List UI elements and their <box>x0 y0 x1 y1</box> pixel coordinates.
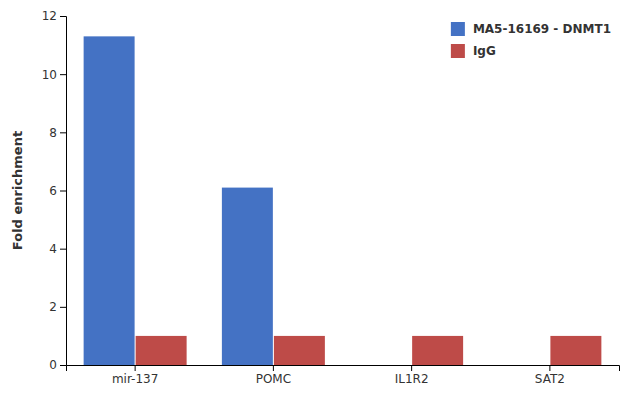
axis-line <box>67 366 620 372</box>
tick-label: IL1R2 <box>395 372 429 386</box>
plot: 0 2 4 6 8 10 12 mir-137 POMC IL1R2 SAT2 MA5-16169 -… <box>42 9 620 385</box>
bar <box>498 365 549 366</box>
tick-label: 12 <box>42 9 57 23</box>
tick-mark <box>60 191 66 192</box>
bar <box>550 336 601 365</box>
tick: IL1R2 <box>395 365 429 386</box>
tick-mark <box>60 16 66 17</box>
tick-mark <box>135 365 136 371</box>
tick-mark <box>60 249 66 250</box>
legend-item: IgG <box>451 44 496 59</box>
bar <box>84 36 135 365</box>
tick-mark <box>60 307 66 308</box>
tick: 8 <box>49 126 66 140</box>
tick: 10 <box>42 68 66 82</box>
bars <box>84 36 602 365</box>
x-axis: mir-137 POMC IL1R2 SAT2 <box>67 365 620 386</box>
tick-mark <box>411 365 412 371</box>
tick-label: SAT2 <box>535 372 565 386</box>
tick: 2 <box>49 300 66 314</box>
legend-swatch <box>451 44 465 58</box>
tick: 12 <box>42 9 66 23</box>
tick: 0 <box>49 358 66 372</box>
chart: 0 2 4 6 8 10 12 mir-137 POMC IL1R2 SAT2 MA5-16169 -… <box>0 0 635 401</box>
tick-label: 0 <box>49 358 57 372</box>
legend-item: MA5-16169 - DNMT1 <box>451 22 611 37</box>
tick: 4 <box>49 242 66 256</box>
bar <box>222 188 273 365</box>
bar-series <box>84 36 273 365</box>
axis-line <box>60 17 67 366</box>
tick: mir-137 <box>112 365 158 386</box>
tick-label: 4 <box>49 242 57 256</box>
tick-label: POMC <box>256 372 291 386</box>
tick-mark <box>60 132 66 133</box>
legend: MA5-16169 - DNMT1 IgG <box>451 22 611 59</box>
tick: 6 <box>49 184 66 198</box>
bar <box>412 336 463 365</box>
tick-mark <box>60 365 66 366</box>
bar-series <box>136 336 602 365</box>
tick-mark <box>273 365 274 371</box>
tick-label: mir-137 <box>112 372 158 386</box>
tick: SAT2 <box>535 365 565 386</box>
legend-label: IgG <box>473 44 496 58</box>
y-axis: 0 2 4 6 8 10 12 <box>42 9 67 372</box>
tick-mark <box>549 365 550 371</box>
bar <box>136 336 187 365</box>
tick: POMC <box>256 365 291 386</box>
legend-label: MA5-16169 - DNMT1 <box>473 22 611 36</box>
bar <box>274 336 325 365</box>
y-axis-label: Fold enrichment <box>10 131 25 250</box>
tick-label: 8 <box>49 126 57 140</box>
tick-mark <box>60 74 66 75</box>
tick-label: 6 <box>49 184 57 198</box>
tick-label: 2 <box>49 300 57 314</box>
tick-label: 10 <box>42 68 57 82</box>
legend-swatch <box>451 22 465 36</box>
bar <box>360 365 411 366</box>
